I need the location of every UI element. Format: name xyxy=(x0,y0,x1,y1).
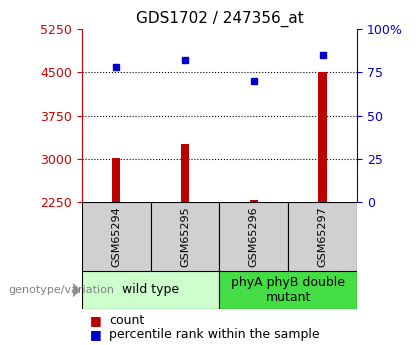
Text: genotype/variation: genotype/variation xyxy=(8,286,114,295)
Text: count: count xyxy=(109,314,144,327)
Text: GSM65297: GSM65297 xyxy=(318,206,328,267)
Text: percentile rank within the sample: percentile rank within the sample xyxy=(109,328,320,341)
Bar xyxy=(112,158,121,202)
Title: GDS1702 / 247356_at: GDS1702 / 247356_at xyxy=(136,10,303,27)
Polygon shape xyxy=(73,284,80,297)
Text: GSM65296: GSM65296 xyxy=(249,206,259,267)
Bar xyxy=(288,202,357,271)
Bar xyxy=(318,72,327,202)
Text: wild type: wild type xyxy=(122,283,179,296)
Bar xyxy=(220,271,357,309)
Text: GSM65294: GSM65294 xyxy=(111,206,121,267)
Bar xyxy=(220,202,288,271)
Text: ■: ■ xyxy=(90,328,102,341)
Bar xyxy=(82,271,220,309)
Text: GSM65295: GSM65295 xyxy=(180,206,190,267)
Text: phyA phyB double
mutant: phyA phyB double mutant xyxy=(231,276,345,304)
Text: ■: ■ xyxy=(90,314,102,327)
Bar xyxy=(151,202,220,271)
Bar xyxy=(181,144,189,202)
Bar xyxy=(82,202,151,271)
Bar xyxy=(250,200,258,202)
